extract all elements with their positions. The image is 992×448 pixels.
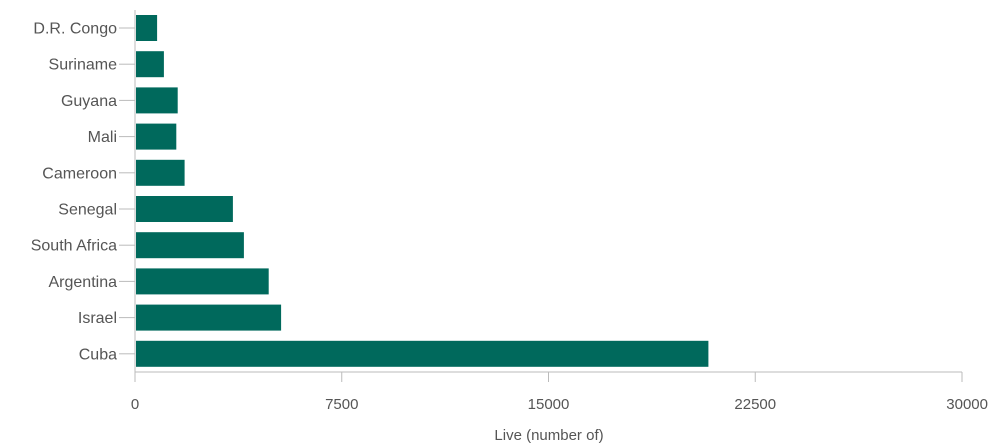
bar-israel bbox=[136, 304, 282, 331]
x-tick-label-7500: 7500 bbox=[325, 396, 358, 413]
bar-senegal bbox=[136, 196, 233, 222]
category-label-mali: Mali bbox=[88, 129, 117, 146]
category-label-cuba: Cuba bbox=[79, 346, 117, 363]
category-label-senegal: Senegal bbox=[58, 202, 117, 219]
category-label-d-r-congo: D.R. Congo bbox=[33, 21, 117, 38]
category-label-suriname: Suriname bbox=[49, 57, 118, 74]
x-tick-labels: 0 7500 15000 22500 30000 bbox=[131, 396, 988, 413]
x-axis-title: Live (number of) bbox=[494, 427, 603, 444]
category-label-guyana: Guyana bbox=[61, 93, 117, 110]
bar-cameroon bbox=[136, 159, 185, 186]
category-labels: D.R. Congo Suriname Guyana Mali Cameroon Sene… bbox=[31, 21, 117, 364]
bar-d-r-congo bbox=[136, 15, 158, 41]
axes bbox=[119, 10, 963, 382]
x-tick-label-0: 0 bbox=[131, 396, 139, 413]
bar-argentina bbox=[136, 268, 269, 295]
x-tick-label-15000: 15000 bbox=[528, 396, 570, 413]
x-tick-label-30000: 30000 bbox=[946, 396, 988, 413]
category-label-argentina: Argentina bbox=[49, 274, 118, 291]
bar-south-africa bbox=[136, 232, 244, 259]
bar-cuba bbox=[136, 340, 709, 367]
bar-mali bbox=[136, 123, 177, 150]
x-tick-label-22500: 22500 bbox=[734, 396, 776, 413]
bar-suriname bbox=[136, 51, 164, 78]
bars-group bbox=[136, 15, 709, 367]
category-label-south-africa: South Africa bbox=[31, 238, 117, 255]
category-label-cameroon: Cameroon bbox=[42, 165, 117, 182]
category-label-israel: Israel bbox=[78, 310, 117, 327]
bar-guyana bbox=[136, 87, 178, 114]
